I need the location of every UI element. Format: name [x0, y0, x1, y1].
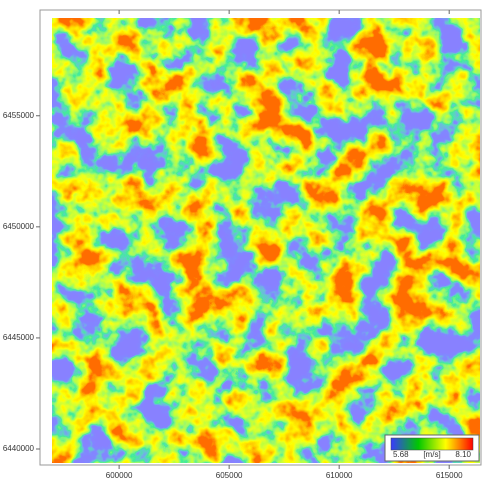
colorbar-min: 5.68	[393, 450, 409, 459]
y-tick-label: 6450000	[3, 222, 35, 231]
wind-raster	[52, 18, 480, 463]
x-tick-label: 610000	[326, 471, 353, 480]
colorbar	[390, 437, 474, 451]
y-tick-label: 6445000	[3, 333, 35, 342]
y-tick-label: 6440000	[3, 444, 35, 453]
axes: 600000 605000 610000 615000 6440000 6445000 64…	[3, 10, 463, 480]
y-tick-label: 6455000	[3, 111, 35, 120]
x-tick-label: 600000	[106, 471, 133, 480]
x-tick-label: 615000	[436, 471, 463, 480]
colorbar-max: 8.10	[455, 450, 471, 459]
colorbar-unit: [m/s]	[423, 450, 440, 459]
x-tick-label: 605000	[216, 471, 243, 480]
